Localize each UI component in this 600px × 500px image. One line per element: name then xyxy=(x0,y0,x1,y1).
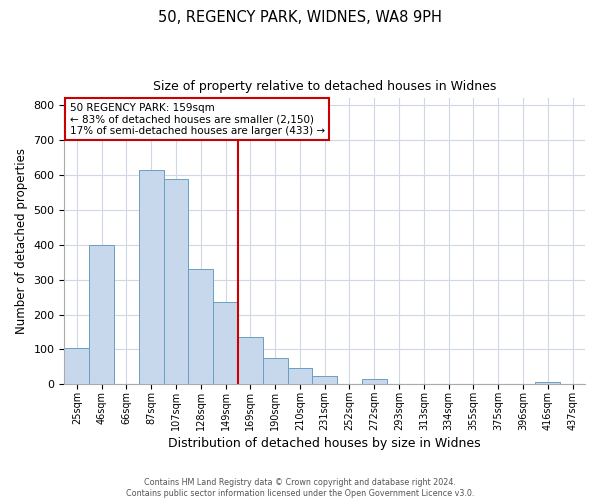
Bar xyxy=(139,170,164,384)
Bar xyxy=(238,337,263,384)
Bar xyxy=(263,358,287,384)
Text: Contains HM Land Registry data © Crown copyright and database right 2024.
Contai: Contains HM Land Registry data © Crown c… xyxy=(126,478,474,498)
Bar xyxy=(362,379,386,384)
Bar xyxy=(64,348,89,385)
Bar xyxy=(535,382,560,384)
Bar xyxy=(164,178,188,384)
Bar xyxy=(213,302,238,384)
X-axis label: Distribution of detached houses by size in Widnes: Distribution of detached houses by size … xyxy=(169,437,481,450)
Bar xyxy=(89,245,114,384)
Title: Size of property relative to detached houses in Widnes: Size of property relative to detached ho… xyxy=(153,80,496,93)
Bar xyxy=(188,269,213,384)
Y-axis label: Number of detached properties: Number of detached properties xyxy=(15,148,28,334)
Bar xyxy=(287,368,313,384)
Text: 50 REGENCY PARK: 159sqm
← 83% of detached houses are smaller (2,150)
17% of semi: 50 REGENCY PARK: 159sqm ← 83% of detache… xyxy=(70,102,325,136)
Bar xyxy=(313,376,337,384)
Text: 50, REGENCY PARK, WIDNES, WA8 9PH: 50, REGENCY PARK, WIDNES, WA8 9PH xyxy=(158,10,442,25)
